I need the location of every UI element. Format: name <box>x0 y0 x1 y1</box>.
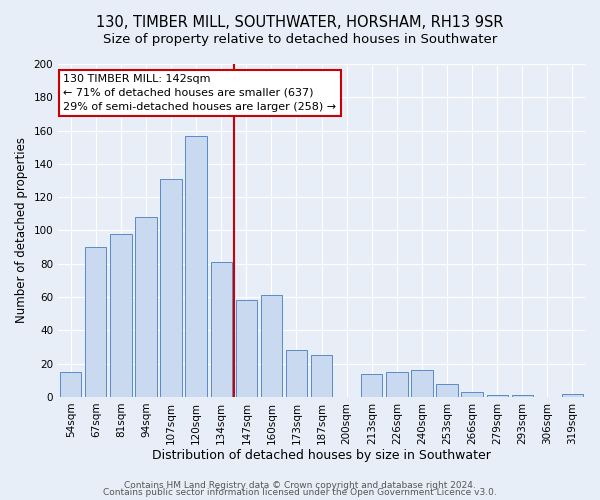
Bar <box>411 370 433 397</box>
Text: Contains public sector information licensed under the Open Government Licence v3: Contains public sector information licen… <box>103 488 497 497</box>
Bar <box>562 394 583 397</box>
Bar <box>236 300 257 397</box>
Text: Contains HM Land Registry data © Crown copyright and database right 2024.: Contains HM Land Registry data © Crown c… <box>124 480 476 490</box>
Bar <box>136 217 157 397</box>
X-axis label: Distribution of detached houses by size in Southwater: Distribution of detached houses by size … <box>152 450 491 462</box>
Bar <box>110 234 131 397</box>
Bar <box>60 372 82 397</box>
Bar <box>361 374 382 397</box>
Y-axis label: Number of detached properties: Number of detached properties <box>15 138 28 324</box>
Bar <box>461 392 483 397</box>
Bar <box>512 396 533 397</box>
Bar <box>160 179 182 397</box>
Bar <box>261 296 282 397</box>
Text: 130 TIMBER MILL: 142sqm
← 71% of detached houses are smaller (637)
29% of semi-d: 130 TIMBER MILL: 142sqm ← 71% of detache… <box>64 74 337 112</box>
Text: 130, TIMBER MILL, SOUTHWATER, HORSHAM, RH13 9SR: 130, TIMBER MILL, SOUTHWATER, HORSHAM, R… <box>96 15 504 30</box>
Bar <box>311 356 332 397</box>
Bar <box>487 396 508 397</box>
Text: Size of property relative to detached houses in Southwater: Size of property relative to detached ho… <box>103 32 497 46</box>
Bar <box>85 247 106 397</box>
Bar <box>211 262 232 397</box>
Bar <box>386 372 407 397</box>
Bar <box>436 384 458 397</box>
Bar <box>286 350 307 397</box>
Bar <box>185 136 207 397</box>
